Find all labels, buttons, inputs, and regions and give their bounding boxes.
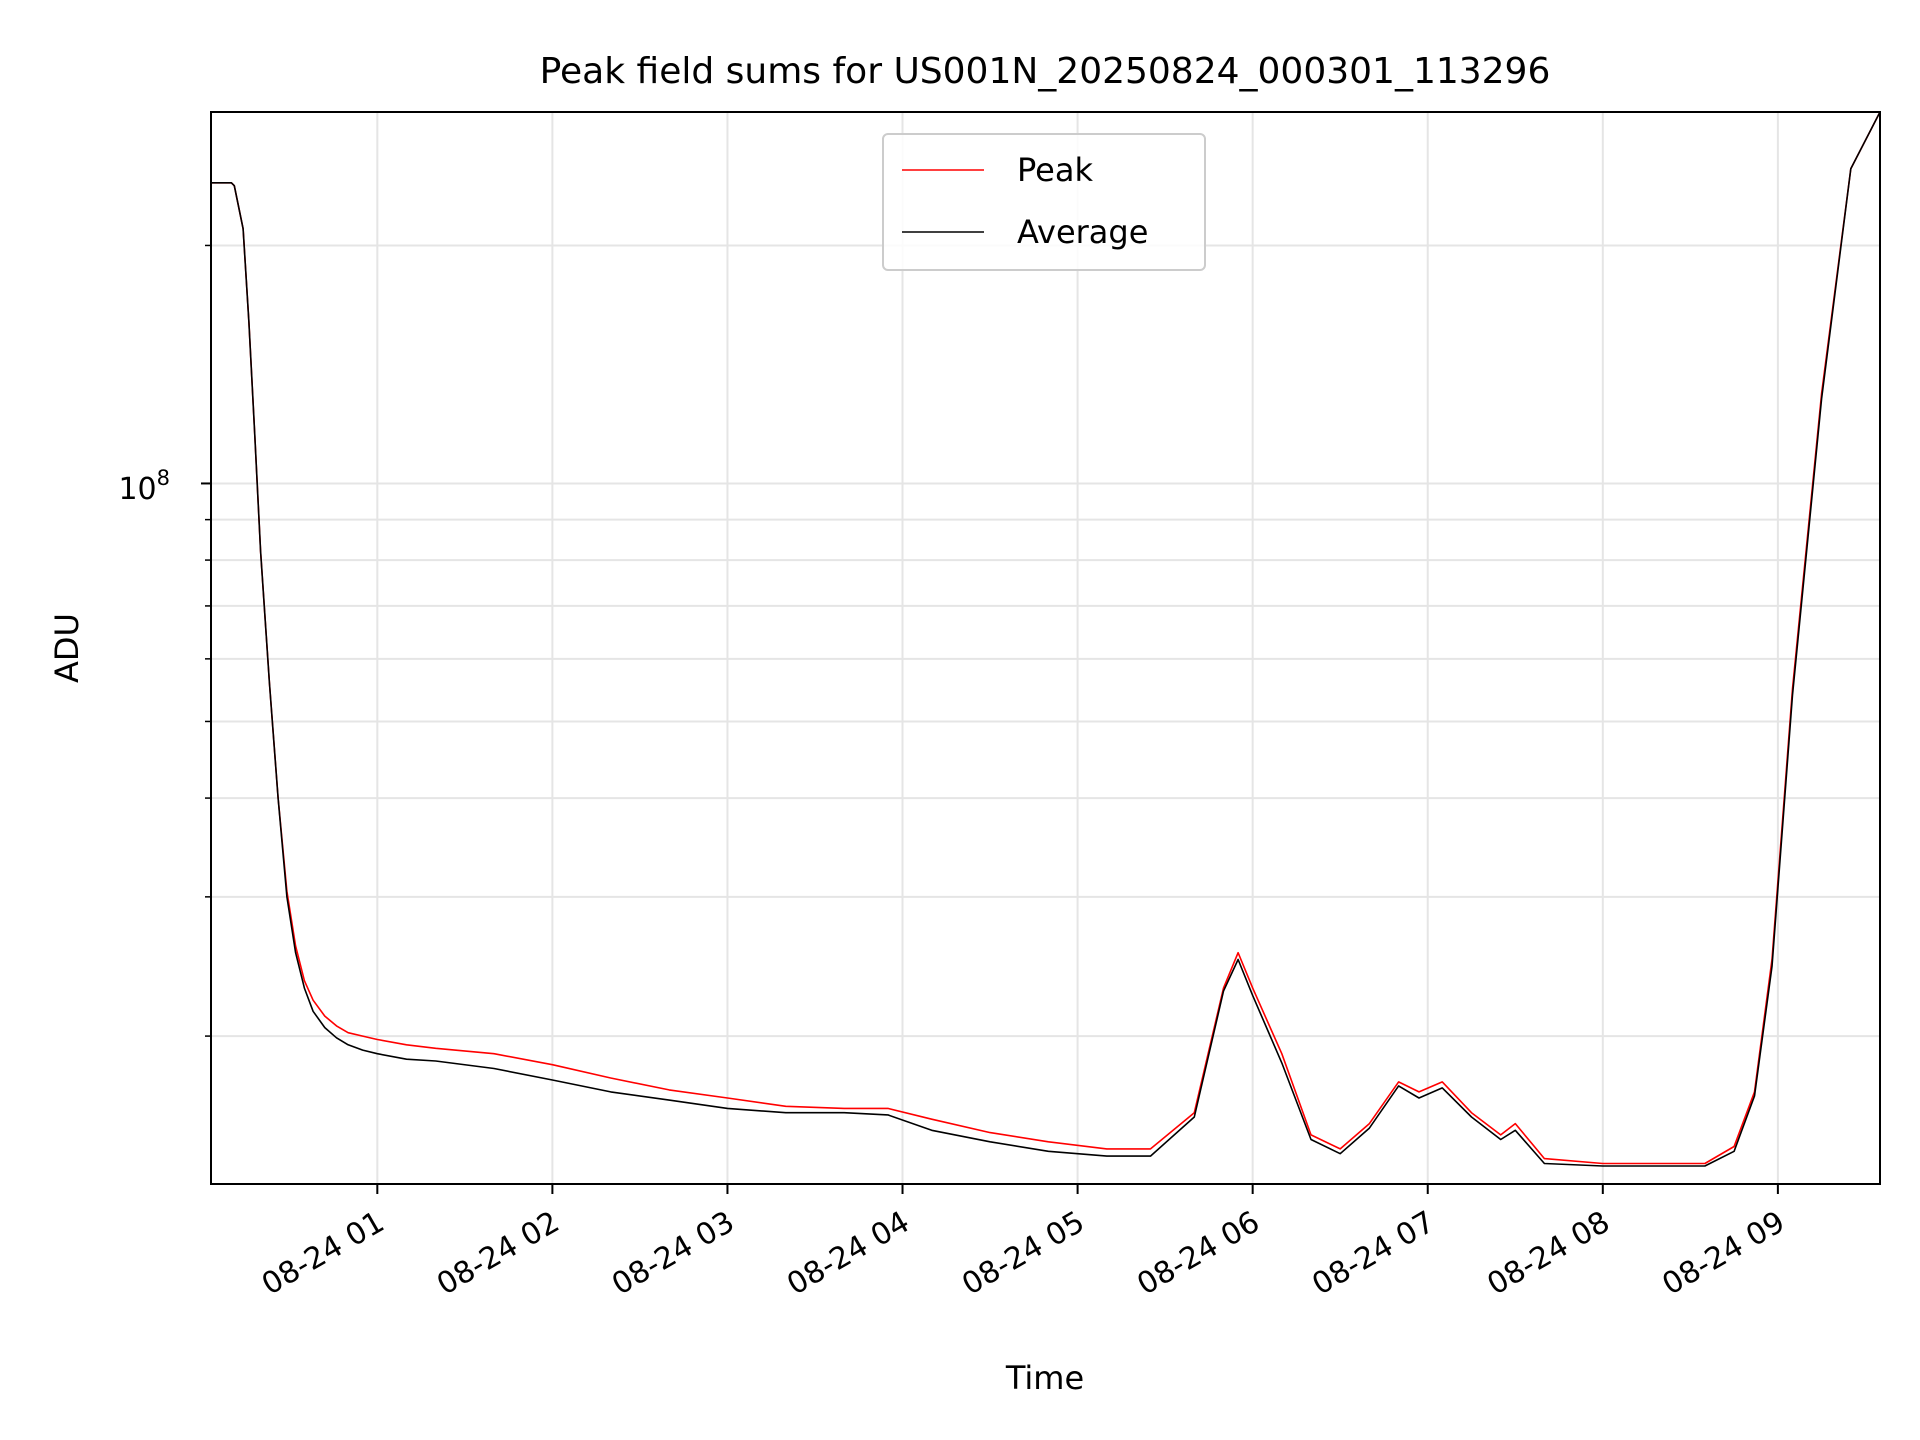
x-axis-label: Time: [1005, 1359, 1084, 1397]
grid-lines: [211, 112, 1880, 1184]
chart-title: Peak field sums for US001N_20250824_0003…: [540, 51, 1551, 92]
y-tick-label: 108: [118, 466, 170, 507]
series-line-average: [211, 112, 1880, 1167]
legend-label-average: Average: [1017, 213, 1148, 251]
series-lines: [211, 112, 1880, 1167]
plot-area-frame: [210, 111, 1881, 1185]
legend-label-peak: Peak: [1017, 151, 1093, 189]
legend: Peak Average: [882, 133, 1206, 271]
series-line-peak: [211, 112, 1880, 1165]
y-tick-exponent: 8: [157, 466, 170, 490]
y-axis-label: ADU: [48, 613, 86, 683]
legend-box: [882, 133, 1206, 271]
y-tick-base: 10: [118, 472, 156, 507]
